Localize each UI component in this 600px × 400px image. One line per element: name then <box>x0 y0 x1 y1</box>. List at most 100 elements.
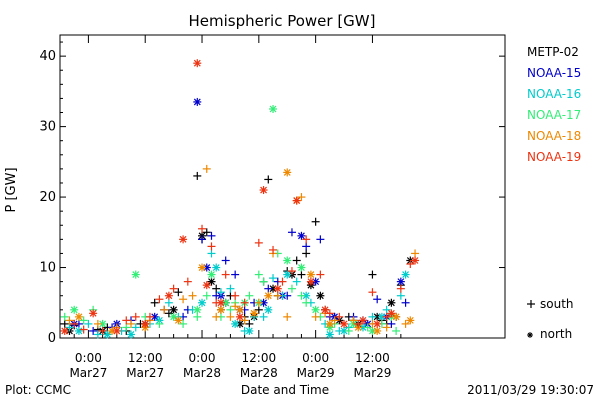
x-tick-date: Mar29 <box>297 366 335 380</box>
point-north-noaa-17 <box>269 104 278 113</box>
point-north-noaa-16 <box>231 319 240 328</box>
point-north-noaa-19 <box>141 319 150 328</box>
point-north-noaa-18 <box>406 316 415 325</box>
point-north-noaa-18 <box>264 291 273 300</box>
point-south-noaa-19 <box>254 238 263 247</box>
point-north-noaa-19 <box>216 298 225 307</box>
point-north-noaa-19 <box>306 277 315 286</box>
point-south-noaa-15 <box>316 235 325 244</box>
x-tick-time: 12:00 <box>242 351 277 365</box>
point-north-noaa-19 <box>358 316 367 325</box>
point-north-noaa-19 <box>259 186 268 195</box>
point-south-noaa-17 <box>259 277 268 286</box>
point-north-noaa-19 <box>373 319 382 328</box>
point-south-noaa-18 <box>283 312 292 321</box>
point-south-noaa-17 <box>202 291 211 300</box>
point-south-noaa-18 <box>297 193 306 202</box>
point-north-noaa-19 <box>89 309 98 318</box>
point-north-noaa-16 <box>325 330 334 339</box>
point-south-noaa-18 <box>202 164 211 173</box>
point-south-metp-02 <box>292 256 301 265</box>
point-south-noaa-16 <box>164 298 173 307</box>
point-south-noaa-17 <box>392 326 401 335</box>
point-south-noaa-19 <box>155 295 164 304</box>
point-south-noaa-19 <box>302 235 311 244</box>
point-south-metp-02 <box>193 171 202 180</box>
point-north-noaa-17 <box>207 270 216 279</box>
point-south-metp-02 <box>174 288 183 297</box>
point-south-noaa-18 <box>188 291 197 300</box>
point-south-noaa-17 <box>344 326 353 335</box>
point-south-noaa-16 <box>396 291 405 300</box>
point-south-noaa-18 <box>330 316 339 325</box>
point-south-noaa-19 <box>325 309 334 318</box>
point-north-noaa-18 <box>235 305 244 314</box>
x-tick-date: Mar27 <box>126 366 164 380</box>
point-north-noaa-18 <box>198 263 207 272</box>
point-south-noaa-19 <box>396 284 405 293</box>
point-south-metp-02 <box>202 228 211 237</box>
point-south-noaa-15 <box>231 270 240 279</box>
point-north-noaa-19 <box>112 326 121 335</box>
point-south-noaa-16 <box>292 277 301 286</box>
point-south-noaa-19 <box>368 288 377 297</box>
point-south-noaa-18 <box>93 319 102 328</box>
point-south-noaa-15 <box>387 319 396 328</box>
point-north-noaa-16 <box>198 298 207 307</box>
point-north-metp-02 <box>169 305 178 314</box>
point-south-noaa-18 <box>212 312 221 321</box>
point-south-noaa-16 <box>368 312 377 321</box>
point-south-noaa-17 <box>155 319 164 328</box>
point-south-noaa-19 <box>79 325 88 334</box>
point-north-noaa-19 <box>340 319 349 328</box>
legend: METP-02 NOAA-15 NOAA-16 NOAA-17 NOAA-18 NOAA-… <box>527 45 581 164</box>
y-axis-ticks: 0 10 20 30 40 <box>39 41 505 346</box>
point-south-noaa-15 <box>302 242 311 251</box>
point-south-noaa-18 <box>226 312 235 321</box>
point-south-noaa-18 <box>382 323 391 332</box>
point-north-noaa-19 <box>164 291 173 300</box>
point-south-noaa-16 <box>269 274 278 283</box>
point-south-noaa-16 <box>216 288 225 297</box>
plot-credit: Plot: CCMC <box>5 383 71 397</box>
point-south-metp-02 <box>368 270 377 279</box>
point-south-noaa-19 <box>169 284 178 293</box>
point-north-noaa-19 <box>179 235 188 244</box>
y-tick-label: 0 <box>48 331 56 346</box>
point-south-noaa-18 <box>65 316 74 325</box>
x-axis-ticks: 0:00Mar2712:00Mar270:00Mar2812:00Mar280:… <box>69 35 402 380</box>
point-north-noaa-18 <box>392 312 401 321</box>
point-south-metp-02 <box>264 175 273 184</box>
point-south-noaa-16 <box>131 323 140 332</box>
timestamp: 2011/03/29 19:30:07 <box>467 383 594 397</box>
point-south-noaa-16 <box>84 319 93 328</box>
point-south-noaa-16 <box>259 312 268 321</box>
point-south-noaa-19 <box>335 312 344 321</box>
x-tick-date: Mar29 <box>353 366 391 380</box>
y-tick-label: 40 <box>39 49 56 64</box>
x-tick-time: 12:00 <box>128 351 163 365</box>
point-north-noaa-16 <box>401 270 410 279</box>
point-north-noaa-16 <box>74 326 83 335</box>
point-south-noaa-19 <box>406 260 415 269</box>
point-north-noaa-16 <box>127 330 136 339</box>
point-north-noaa-19 <box>202 281 211 290</box>
point-south-noaa-18 <box>160 305 169 314</box>
point-south-noaa-19 <box>198 224 207 233</box>
point-north-noaa-18 <box>306 270 315 279</box>
point-south-noaa-17 <box>254 270 263 279</box>
legend-item-noaa-16: NOAA-16 <box>527 87 581 101</box>
point-south-noaa-19 <box>240 298 249 307</box>
y-tick-label: 10 <box>39 261 56 276</box>
point-south-noaa-19 <box>70 319 79 328</box>
point-north-noaa-17 <box>193 305 202 314</box>
point-south-noaa-19 <box>221 270 230 279</box>
point-north-noaa-19 <box>273 284 282 293</box>
point-south-noaa-19 <box>122 316 131 325</box>
x-tick-time: 0:00 <box>302 351 329 365</box>
point-south-noaa-17 <box>363 323 372 332</box>
x-tick-date: Mar28 <box>240 366 278 380</box>
point-south-noaa-15 <box>221 256 230 265</box>
point-south-metp-02 <box>254 305 263 314</box>
point-south-noaa-18 <box>254 298 263 307</box>
